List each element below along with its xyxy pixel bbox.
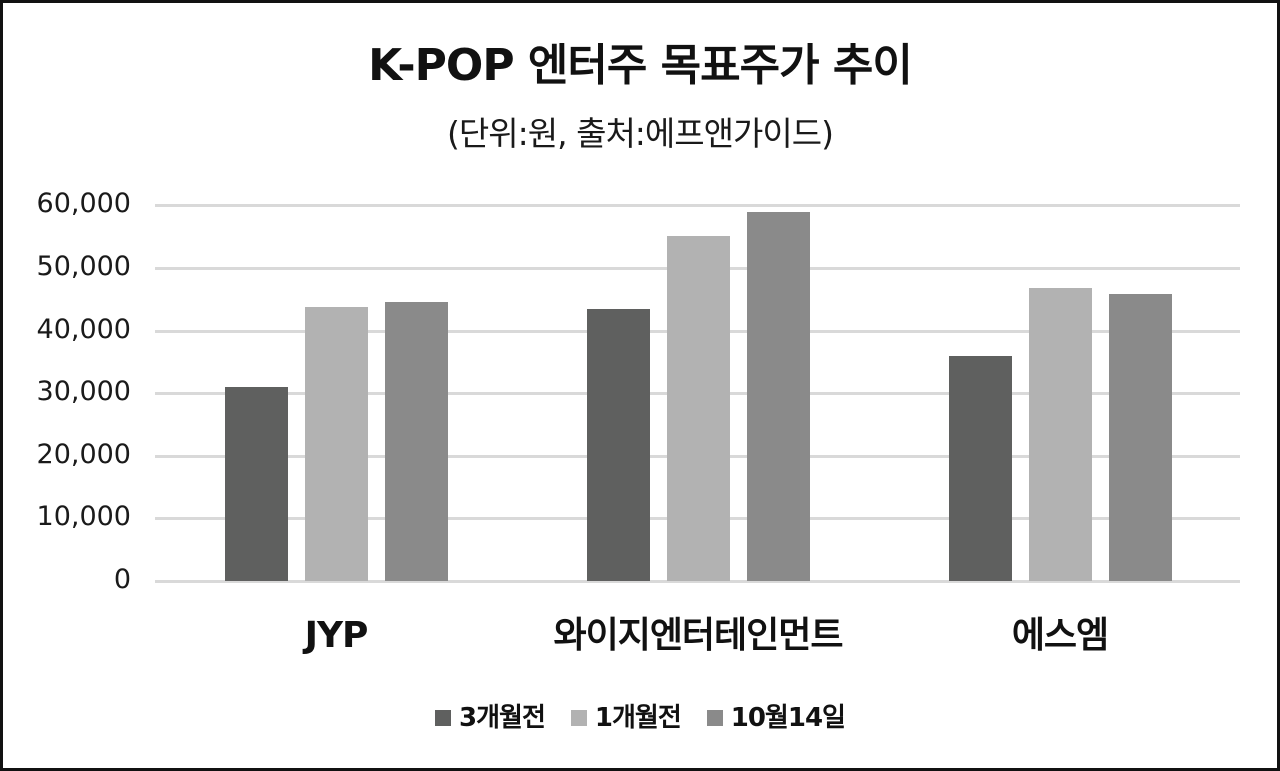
legend-swatch-icon — [570, 710, 587, 726]
legend-swatch-icon — [435, 710, 452, 726]
bar — [224, 386, 288, 581]
y-tick-label: 30,000 — [36, 376, 131, 408]
x-label-yg: 와이지엔터테인먼트 — [553, 615, 843, 656]
legend: 3개월전 1개월전 10월14일 — [3, 703, 1277, 733]
bar — [666, 236, 730, 581]
gridline — [155, 204, 1240, 208]
legend-label: 3개월전 — [459, 703, 546, 733]
y-tick-label: 10,000 — [36, 501, 131, 533]
bar — [1108, 294, 1172, 581]
bar — [586, 309, 650, 581]
bar — [948, 355, 1012, 581]
bar — [384, 301, 448, 581]
legend-item-3months: 3개월전 — [435, 703, 546, 733]
x-label-sm: 에스엠 — [1011, 615, 1109, 656]
legend-item-oct14: 10월14일 — [706, 703, 846, 733]
legend-label: 1개월전 — [594, 703, 682, 733]
legend-swatch-icon — [706, 710, 723, 726]
y-tick-label: 0 — [113, 564, 131, 595]
legend-label: 10월14일 — [730, 703, 846, 733]
chart-title: K-POP 엔터주 목표주가 추이 — [368, 40, 913, 91]
legend-item-1month: 1개월전 — [570, 703, 682, 733]
y-tick-label: 20,000 — [36, 438, 131, 470]
bar — [304, 306, 368, 581]
gridline — [155, 580, 1240, 583]
plot-area: 0 10,000 20,000 30,000 40,000 50,000 60,000 — [3, 3, 1277, 768]
bar — [1028, 288, 1092, 581]
y-tick-label: 40,000 — [36, 313, 131, 345]
y-tick-label: 60,000 — [36, 188, 131, 220]
bar — [746, 212, 810, 581]
x-label-jyp: JYP — [304, 615, 369, 656]
chart-subtitle: (단위:원, 출처:에프앤가이드) — [447, 114, 834, 153]
y-tick-label: 50,000 — [36, 251, 131, 282]
